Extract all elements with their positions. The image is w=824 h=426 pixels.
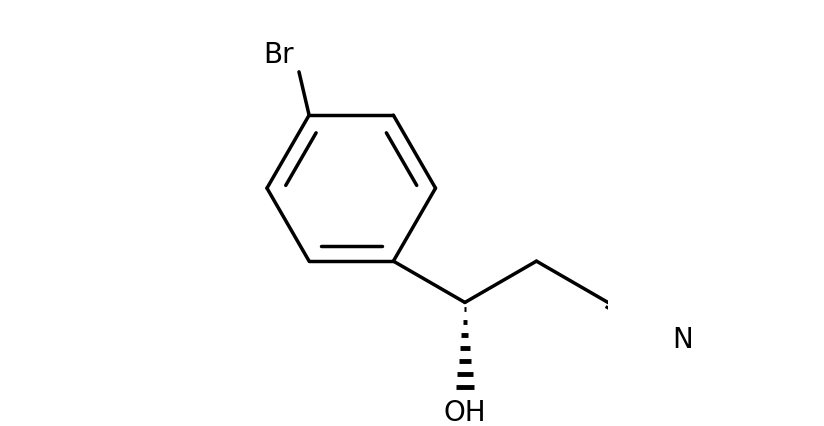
Text: Br: Br [264,41,294,69]
Text: N: N [672,325,694,354]
Text: OH: OH [443,399,486,426]
